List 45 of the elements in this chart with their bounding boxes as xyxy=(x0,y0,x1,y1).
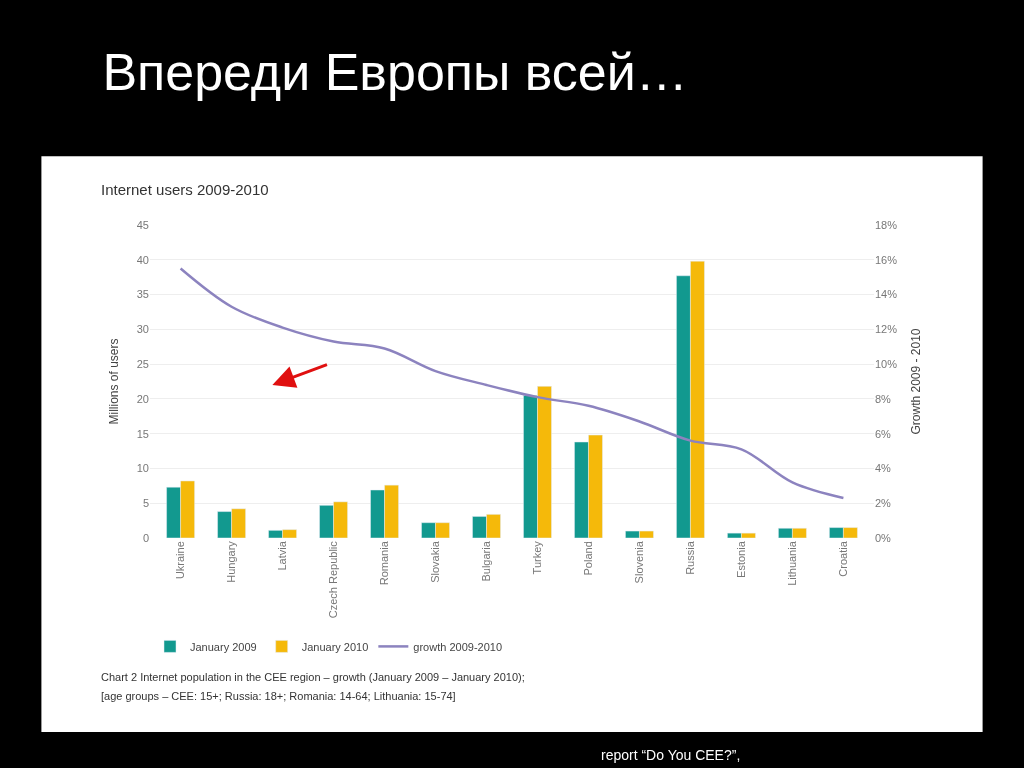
x-tick-label: Turkey xyxy=(531,540,544,575)
y-tick-label: 15 xyxy=(136,427,149,440)
chart-subtitle: Internet users 2009-2010 xyxy=(101,181,269,198)
legend-label: January 2010 xyxy=(301,640,369,653)
line-series xyxy=(179,267,845,500)
y-tick-label: 30 xyxy=(136,323,149,336)
x-tick-label: Latvia xyxy=(276,540,289,571)
x-tick-label: Slovenia xyxy=(633,540,646,584)
y-tick-label: 0 xyxy=(142,531,149,544)
x-tick-label: Czech Republic xyxy=(327,540,340,619)
y-tick-label: 5 xyxy=(142,497,149,510)
y-tick-label: 20 xyxy=(136,392,149,405)
text: [age groups – CEE: 15+; Russia: 18+; Romania: 14-64; Lithuania: 15-74] xyxy=(101,690,456,702)
y2-tick-label: 16% xyxy=(875,253,898,266)
y-tick-label: 40 xyxy=(136,253,149,266)
x-tick-label: Ukraine xyxy=(174,541,187,580)
x-tick-label: Lithuania xyxy=(785,540,798,586)
y2-tick-label: 14% xyxy=(875,288,898,301)
y2-tick-label: 2% xyxy=(875,497,892,510)
y2-tick-label: 4% xyxy=(875,462,892,475)
x-tick-label: Russia xyxy=(684,540,697,575)
y2-tick-label: 0% xyxy=(875,531,892,544)
y2-tick-label: 18% xyxy=(875,218,898,231)
y2-tick-label: 8% xyxy=(875,392,892,405)
y2-tick-label: 10% xyxy=(875,357,898,370)
x-tick-label: Romania xyxy=(378,540,391,586)
text: report “Do You CEE?”, xyxy=(601,747,741,763)
caption: Chart 2 Internet population in the CEE region – growth (January 2009 – January 2010); xyxy=(101,671,525,683)
y-tick-label: 25 xyxy=(136,357,149,370)
x-tick-label: Croatia xyxy=(836,540,849,577)
x-tick-label: Estonia xyxy=(735,540,748,578)
x-tick-label: Hungary xyxy=(225,540,238,583)
y-axis-title: Millions of users xyxy=(107,338,122,425)
y2-axis-title: Growth 2009 - 2010 xyxy=(909,328,924,435)
legend-label: growth 2009-2010 xyxy=(413,640,503,653)
x-tick-label: Poland xyxy=(582,541,595,576)
y-tick-label: 45 xyxy=(136,218,149,231)
y2-tick-label: 6% xyxy=(875,427,892,440)
x-tick-label: Bulgaria xyxy=(480,540,493,582)
chart-title: Впереди Европы всей… xyxy=(102,43,688,102)
legend-label: January 2009 xyxy=(190,640,257,653)
x-tick-label: Slovakia xyxy=(429,540,442,583)
y-tick-label: 10 xyxy=(136,462,149,475)
y2-tick-label: 12% xyxy=(875,323,898,336)
y-tick-label: 35 xyxy=(136,288,149,301)
